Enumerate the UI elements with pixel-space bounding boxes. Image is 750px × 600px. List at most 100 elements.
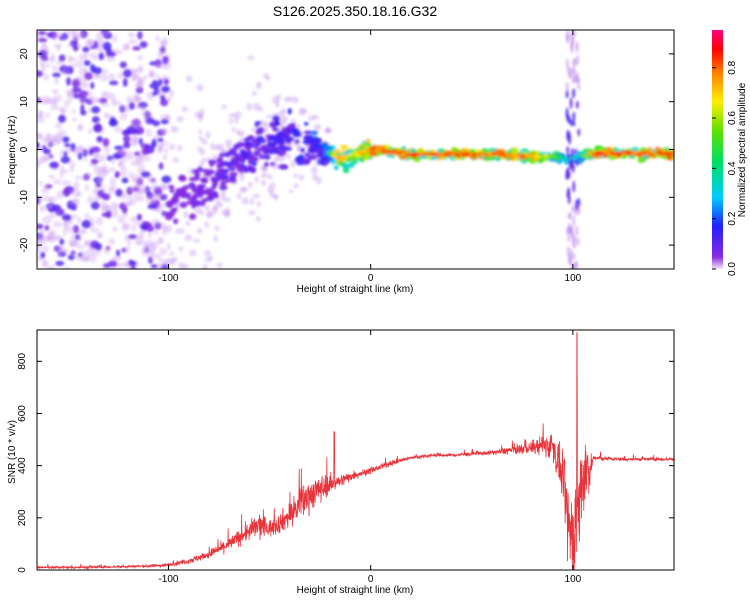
spectrogram-cell [158,258,164,263]
spectrogram-cell [149,82,160,89]
snr-plot-area [37,332,674,570]
spectrogram-cell [210,176,216,183]
spectrogram-cell [176,115,185,123]
spectrogram-cell [308,115,315,121]
spectrogram-cell [573,30,577,37]
spectrogram-cell [566,146,570,154]
spectrogram-cell [109,157,116,165]
y-tick-label: 10 [19,96,30,108]
spectrogram-cell [565,168,569,180]
spectrogram-cell [51,88,59,95]
spectrogram-cell [224,178,233,183]
spectrogram-y-label: Frequency (Hz) [7,116,18,185]
spectrogram-cell [381,150,388,154]
spectrogram-cell [97,154,106,162]
spectrogram-cell [292,128,300,134]
spectrogram-cell [217,156,224,163]
spectrogram-cell [138,64,144,71]
spectrogram-cell [122,78,128,87]
spectrogram-cell [85,254,90,262]
spectrogram-cell [38,110,44,116]
spectrogram-cell [262,127,269,133]
spectrogram-cell [138,232,145,239]
spectrogram-cell [53,178,62,185]
spectrogram-cell [108,119,119,127]
spectrogram-cell [133,97,143,103]
spectrogram-cell [323,145,332,152]
spectrogram-cell [175,188,183,193]
spectrogram-cell [462,153,469,157]
spectrogram-cell [116,249,121,257]
spectrogram-cell [144,243,150,251]
spectrogram-cell [147,231,153,239]
spectrogram-cell [161,37,169,45]
spectrogram-cell [63,266,70,269]
spectrogram-cell [287,108,292,115]
spectrogram-cell [134,126,145,135]
spectrogram-cell [126,201,132,207]
colorbar-tick-label: 0.2 [727,211,738,225]
spectrogram-cell [267,141,274,147]
spectrogram-cell [168,143,176,151]
spectrogram-cell [173,193,179,200]
spectrogram-cell [134,240,145,246]
spectrogram-cell [288,189,294,194]
snr-y-label: SNR (10 * v/v) [7,420,18,484]
spectrogram-cell [117,161,126,168]
spectrogram-cell [48,195,57,204]
colorbar-tick-label: 0.4 [727,161,738,175]
spectrogram-cell [133,193,139,203]
spectrogram-cell [184,234,193,242]
spectrogram-cell [194,111,202,118]
spectrogram-cell [615,151,622,155]
spectrogram-y-ticks: -20 -10 0 10 20 [19,48,674,252]
spectrogram-cell [577,128,581,137]
spectrogram-cell [93,151,100,159]
spectrogram-cell [166,242,171,251]
spectrogram-cell [195,191,201,195]
spectrogram-cell [80,104,85,113]
spectrogram-cell [430,155,439,160]
spectrogram-cell [158,162,164,170]
spectrogram-cell [129,102,135,110]
spectrogram-cell [346,163,355,169]
spectrogram-cell [71,188,81,198]
spectrogram-cell [349,160,359,165]
spectrogram-cell [110,51,116,57]
spectrogram-cell [132,136,140,146]
spectrogram-cell [56,59,62,65]
spectrogram-cell [84,184,90,192]
spectrogram-cell [267,186,274,194]
spectrogram-cell [84,72,93,81]
spectrogram-cell [565,81,569,94]
spectrogram-cell [178,262,184,269]
spectrogram-cell [61,214,72,221]
spectrogram-cell [69,166,75,173]
spectrogram-cell [56,190,64,200]
spectrogram-cell [58,35,67,42]
spectrogram-cell [102,30,110,36]
spectrogram-cell [165,257,174,266]
spectrogram-cell [510,154,517,158]
spectrogram-cell [63,100,71,108]
spectrogram-cell [65,88,76,95]
spectrogram-cell [294,139,300,144]
spectrogram-cell [52,72,61,78]
spectrogram-cell [100,102,110,108]
snr-x-label: Height of straight line (km) [297,585,414,596]
spectrogram-cell [181,106,189,113]
spectrogram-cell [122,69,132,78]
spectrogram-cell [78,250,87,259]
spectrogram-cell [105,151,110,158]
spectrogram-cell [567,234,571,243]
spectrogram-cell [258,106,264,112]
spectrogram-cell [121,213,129,218]
spectrogram-cell [220,174,230,180]
spectrogram-cell [299,108,307,114]
spectrogram-cell [199,147,206,156]
spectrogram-cell [214,171,223,178]
spectrogram-cell [264,122,270,128]
spectrogram-cell [247,135,253,141]
spectrogram-cell [188,249,197,257]
spectrogram-cell [102,137,110,147]
